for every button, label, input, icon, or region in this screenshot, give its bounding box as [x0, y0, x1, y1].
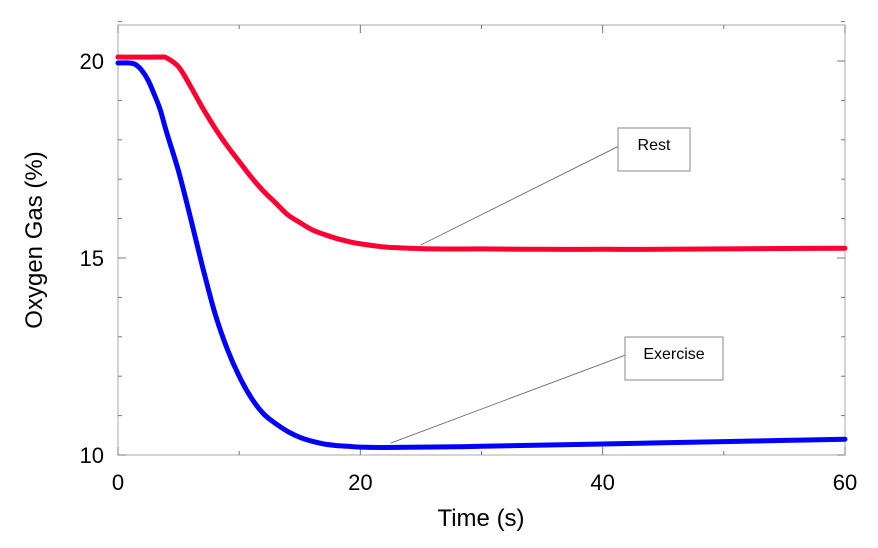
annotation-layer: Rest Exercise: [390, 127, 724, 444]
annotation-leader: [390, 354, 628, 444]
annotation-leader: [420, 145, 621, 246]
series-line-rest: [115, 54, 848, 252]
plot-area: [117, 24, 846, 456]
axis-ticks: 10 15 20 0 20 40 60: [80, 21, 857, 495]
x-tick-label: 20: [348, 470, 372, 495]
annotation-box: [617, 127, 691, 172]
x-tick-label: 0: [112, 470, 124, 495]
annotation-box: [624, 336, 724, 381]
series-line-exercise: [115, 60, 848, 450]
annotation-label: Exercise: [643, 346, 704, 363]
y-tick-label: 15: [80, 246, 104, 271]
x-axis-title: Time (s): [437, 505, 524, 532]
annotation-label: Rest: [638, 137, 671, 154]
y-tick-label: 20: [80, 49, 104, 74]
series-layer: [115, 54, 848, 450]
y-axis-title: Oxygen Gas (%): [21, 151, 48, 328]
x-tick-label: 60: [833, 470, 857, 495]
x-tick-label: 40: [590, 470, 614, 495]
y-tick-label: 10: [80, 443, 104, 468]
